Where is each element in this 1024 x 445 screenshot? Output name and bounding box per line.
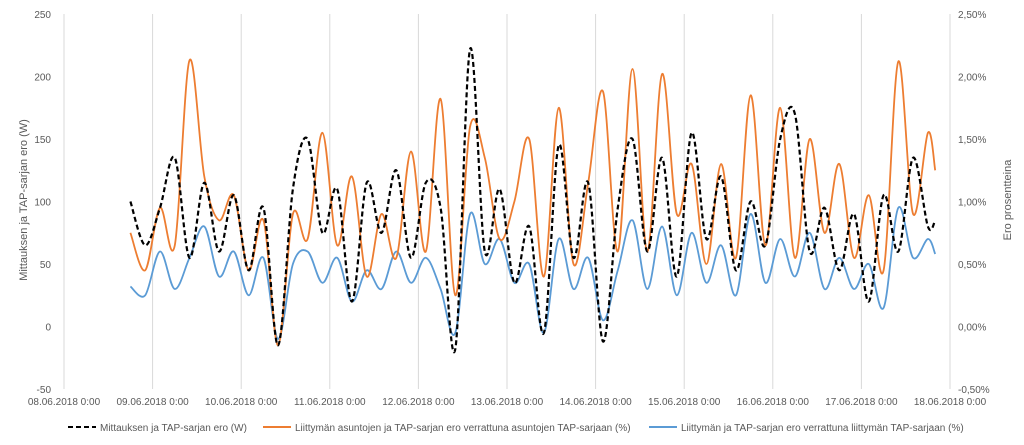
- x-tick-label: 10.06.2018 0:00: [205, 397, 278, 408]
- x-tick-label: 11.06.2018 0:00: [294, 397, 366, 408]
- x-tick-label: 14.06.2018 0:00: [559, 397, 632, 408]
- legend-label-connection: Liittymän ja TAP-sarjan ero verrattuna l…: [681, 423, 964, 434]
- series-line-measurement: [129, 47, 937, 354]
- y2-axis-title: Ero prosentteina: [1002, 159, 1014, 241]
- y-tick-label: 50: [40, 260, 52, 271]
- series-line-apartments: [129, 58, 937, 347]
- y2-tick-label: 2,00%: [958, 73, 986, 84]
- y2-tick-label: -0,50%: [958, 385, 990, 396]
- x-tick-label: 12.06.2018 0:00: [382, 397, 455, 408]
- x-tick-label: 13.06.2018 0:00: [471, 397, 544, 408]
- y-tick-label: 100: [34, 198, 51, 209]
- y-tick-label: 250: [34, 10, 51, 21]
- legend-label-measurement: Mittauksen ja TAP-sarjan ero (W): [100, 423, 247, 434]
- x-tick-label: 18.06.2018 0:00: [914, 397, 987, 408]
- x-tick-label: 09.06.2018 0:00: [116, 397, 189, 408]
- y2-tick-label: 0,00%: [958, 323, 986, 334]
- x-tick-label: 15.06.2018 0:00: [648, 397, 721, 408]
- y2-tick-label: 0,50%: [958, 260, 986, 271]
- y-tick-label: 150: [34, 135, 51, 146]
- y2-tick-label: 1,00%: [958, 198, 986, 209]
- y2-tick-label: 1,50%: [958, 135, 986, 146]
- x-tick-label: 16.06.2018 0:00: [737, 397, 810, 408]
- axes: 08.06.2018 0:00 09.06.2018 0:00 10.06.2018…: [28, 10, 990, 408]
- legend: Mittauksen ja TAP-sarjan ero (W) Liittym…: [68, 423, 964, 434]
- y-tick-label: -50: [37, 385, 52, 396]
- y-tick-label: 0: [45, 323, 51, 334]
- x-tick-label: 17.06.2018 0:00: [825, 397, 898, 408]
- x-tick-label: 08.06.2018 0:00: [28, 397, 101, 408]
- y-axis-title: Mittauksen ja TAP-sarjan ero (W): [18, 119, 30, 281]
- y-tick-label: 200: [34, 73, 51, 84]
- legend-label-apartments: Liittymän asuntojen ja TAP-sarjan ero ve…: [295, 423, 631, 434]
- y2-tick-label: 2,50%: [958, 10, 986, 21]
- series-lines: [129, 47, 937, 354]
